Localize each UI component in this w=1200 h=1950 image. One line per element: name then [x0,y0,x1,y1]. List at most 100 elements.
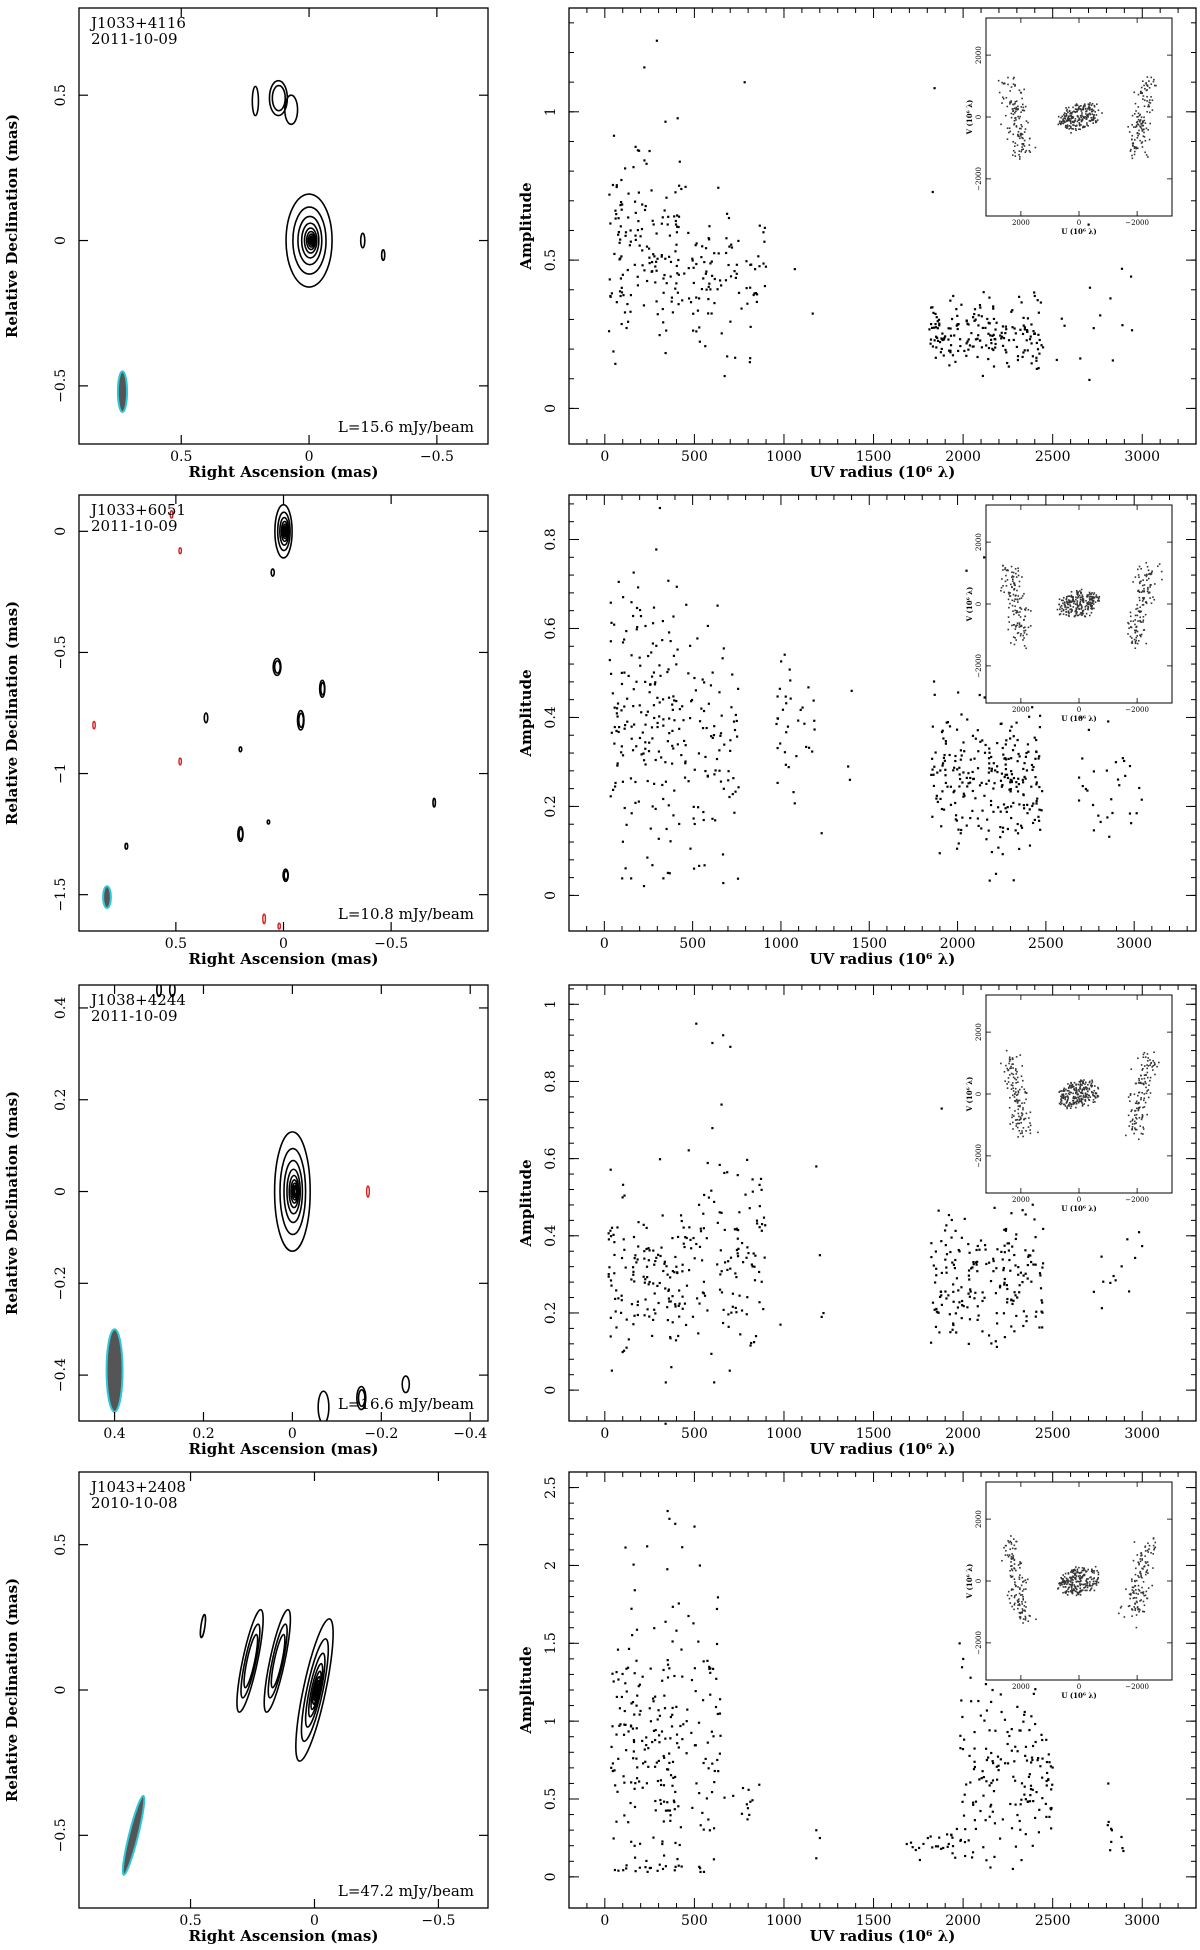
uv-point [1146,1053,1149,1055]
visibility-point [672,615,675,618]
uv-point [1072,1103,1074,1106]
uv-point [1012,1128,1014,1130]
visibility-point [621,754,625,757]
uv-point [1078,594,1081,597]
visibility-point [1037,367,1040,370]
visibility-point [1039,1287,1043,1290]
visibility-point [1097,814,1100,817]
uv-point [1152,80,1155,83]
visibility-point [656,696,659,699]
uv-point [1064,602,1066,604]
visibility-point [1036,797,1039,800]
uv-point [1134,126,1137,129]
uv-point [1129,1093,1132,1095]
visibility-point [652,1700,655,1703]
uv-point [1058,1582,1060,1585]
uv-point [1062,118,1064,121]
visibility-point [708,1665,711,1668]
visibility-point [1004,757,1007,760]
visibility-point [676,1742,679,1745]
uv-point [1089,1585,1092,1587]
uv-point [1022,639,1024,641]
visibility-point [958,338,962,341]
uv-point [1136,635,1139,637]
uv-point [1089,119,1091,122]
visibility-point [1048,1815,1051,1819]
visibility-point [1118,784,1121,787]
visibility-point [654,1695,657,1698]
visibility-point [1012,1299,1015,1302]
uv-point [1139,1106,1141,1109]
map-contours [105,985,411,1421]
uv-point [1012,113,1015,116]
visibility-point [958,1301,961,1304]
uv-point [1085,1086,1087,1088]
uv-point [1090,603,1092,606]
visibility-point [971,1801,975,1804]
uv-point [1091,1079,1093,1082]
visibility-point [698,326,701,329]
uv-point [1133,153,1136,156]
visibility-point [609,640,612,643]
visibility-point [651,1334,654,1338]
uv-point [1069,1091,1071,1093]
visibility-point [727,770,730,773]
visibility-point [720,332,723,335]
uv-point [1139,1600,1141,1602]
visibility-point [640,227,644,231]
uv-point [1138,133,1140,135]
visibility-point [619,1723,622,1726]
uv-point [1006,127,1009,129]
uv-point [1090,606,1093,608]
uv-point [1133,638,1136,641]
visibility-point [944,781,947,785]
uv-point [1067,1572,1070,1574]
uv-point [1059,606,1062,608]
uv-point [1137,1584,1140,1587]
visibility-point [949,1250,952,1254]
visibility-point [742,1261,745,1264]
uv-point [1065,1577,1068,1580]
contour-level-label: L=10.8 mJy/beam [338,905,474,923]
visibility-point [719,732,723,735]
uv-point [1092,1580,1095,1583]
uv-point [1000,586,1003,589]
visibility-point [1013,744,1016,747]
uv-point [1140,1118,1143,1121]
inset-x-tick-label: 2000 [1012,1196,1030,1204]
uv-point [1137,1109,1140,1112]
visibility-point [1028,844,1032,847]
visibility-point [626,1666,630,1669]
visibility-point [616,715,619,718]
visibility-point [811,750,814,753]
uv-point [1144,1550,1147,1552]
visibility-point [951,1836,954,1839]
visibility-point [675,663,678,666]
uv-point [1140,591,1143,594]
visibility-point [936,800,939,804]
uv-point [1143,1065,1146,1067]
visibility-point [942,354,945,357]
visibility-point [760,1188,763,1191]
uv-point [1024,629,1027,632]
visibility-point [944,1290,947,1293]
visibility-point [1013,1330,1016,1333]
visibility-point [1013,1291,1016,1294]
uv-point [1130,148,1132,151]
uv-point [1147,105,1149,108]
visibility-point [1022,324,1025,327]
visibility-point [977,1699,980,1703]
uv-point [1093,597,1095,599]
uv-point [1071,1591,1073,1593]
visibility-point [644,624,647,628]
uv-point [1138,1102,1140,1104]
uv-point [1069,1583,1072,1586]
visibility-point [957,828,960,831]
uv-point [1142,1592,1145,1595]
visibility-point [730,243,733,246]
visibility-point [1092,770,1096,773]
uv-point [1134,576,1137,578]
uv-point [1018,153,1020,156]
inset-y-axis-title: V (10⁶ λ) [965,100,974,136]
